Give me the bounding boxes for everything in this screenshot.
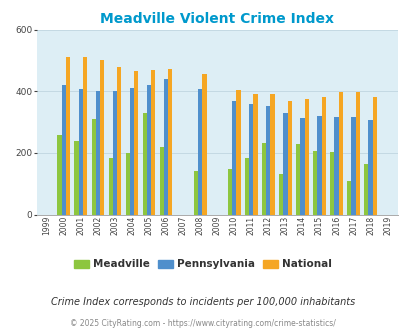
- Bar: [168, 69, 172, 215]
- Bar: [198, 89, 202, 214]
- Bar: [193, 171, 198, 214]
- Bar: [117, 67, 121, 214]
- Bar: [283, 113, 287, 214]
- Bar: [249, 104, 253, 214]
- Bar: [351, 117, 355, 214]
- Bar: [334, 116, 338, 214]
- Bar: [261, 143, 266, 214]
- Bar: [134, 71, 138, 215]
- Text: Crime Index corresponds to incidents per 100,000 inhabitants: Crime Index corresponds to incidents per…: [51, 297, 354, 307]
- Bar: [295, 144, 300, 214]
- Bar: [202, 74, 206, 215]
- Bar: [66, 57, 70, 214]
- Bar: [253, 94, 257, 214]
- Text: © 2025 CityRating.com - https://www.cityrating.com/crime-statistics/: © 2025 CityRating.com - https://www.city…: [70, 319, 335, 328]
- Bar: [79, 89, 83, 214]
- Bar: [147, 84, 151, 214]
- Bar: [142, 113, 147, 214]
- Bar: [113, 91, 117, 214]
- Bar: [312, 151, 317, 214]
- Bar: [74, 141, 79, 214]
- Bar: [96, 91, 100, 214]
- Bar: [355, 92, 359, 214]
- Bar: [329, 152, 334, 214]
- Bar: [266, 106, 270, 214]
- Bar: [125, 153, 130, 215]
- Bar: [232, 101, 236, 214]
- Bar: [159, 148, 164, 214]
- Bar: [270, 94, 274, 214]
- Bar: [100, 60, 104, 214]
- Bar: [300, 118, 304, 214]
- Bar: [244, 158, 249, 215]
- Bar: [287, 101, 291, 214]
- Bar: [62, 85, 66, 214]
- Bar: [91, 119, 96, 214]
- Bar: [227, 169, 232, 214]
- Bar: [130, 88, 134, 214]
- Bar: [164, 79, 168, 214]
- Bar: [338, 92, 342, 214]
- Bar: [278, 175, 283, 215]
- Bar: [151, 70, 155, 214]
- Bar: [372, 97, 376, 214]
- Legend: Meadville, Pennsylvania, National: Meadville, Pennsylvania, National: [70, 255, 335, 274]
- Bar: [368, 120, 372, 214]
- Bar: [236, 90, 240, 214]
- Title: Meadville Violent Crime Index: Meadville Violent Crime Index: [100, 12, 333, 26]
- Bar: [317, 116, 321, 214]
- Bar: [83, 57, 87, 214]
- Bar: [108, 158, 113, 215]
- Bar: [57, 135, 62, 214]
- Bar: [346, 181, 351, 214]
- Bar: [321, 97, 325, 214]
- Bar: [363, 164, 368, 214]
- Bar: [304, 99, 308, 214]
